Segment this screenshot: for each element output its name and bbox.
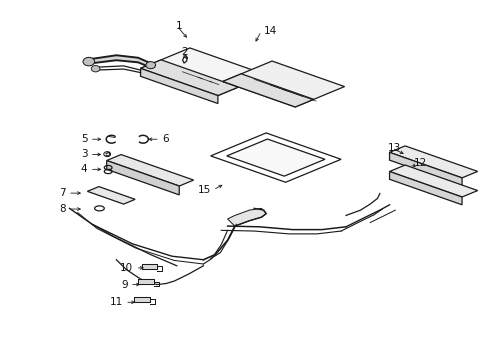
Polygon shape: [389, 146, 477, 178]
Polygon shape: [140, 68, 218, 104]
Text: 1: 1: [176, 21, 182, 31]
Text: 4: 4: [81, 165, 87, 174]
Circle shape: [91, 66, 100, 72]
Polygon shape: [106, 154, 193, 186]
Polygon shape: [389, 165, 477, 197]
Polygon shape: [223, 74, 313, 107]
Text: 8: 8: [59, 204, 65, 214]
Polygon shape: [138, 279, 154, 284]
Polygon shape: [389, 171, 461, 205]
Polygon shape: [134, 297, 150, 302]
Text: 13: 13: [387, 143, 400, 153]
Polygon shape: [210, 133, 340, 182]
Polygon shape: [227, 208, 265, 226]
Polygon shape: [389, 152, 461, 186]
Text: 15: 15: [197, 185, 210, 195]
Circle shape: [145, 62, 155, 69]
Polygon shape: [106, 161, 179, 195]
Text: 6: 6: [162, 134, 168, 144]
Text: 9: 9: [121, 280, 127, 289]
Polygon shape: [140, 48, 266, 95]
Text: 5: 5: [81, 134, 87, 144]
Polygon shape: [141, 264, 157, 269]
Text: 14: 14: [264, 26, 277, 36]
Polygon shape: [223, 61, 344, 107]
Polygon shape: [226, 139, 325, 176]
Text: 3: 3: [81, 149, 87, 159]
Text: 11: 11: [109, 297, 122, 307]
Circle shape: [83, 57, 95, 66]
Text: 2: 2: [181, 48, 187, 57]
Polygon shape: [87, 186, 135, 204]
Polygon shape: [140, 60, 238, 95]
Text: 10: 10: [120, 263, 133, 273]
Text: 7: 7: [59, 188, 65, 198]
Text: 12: 12: [413, 158, 426, 168]
